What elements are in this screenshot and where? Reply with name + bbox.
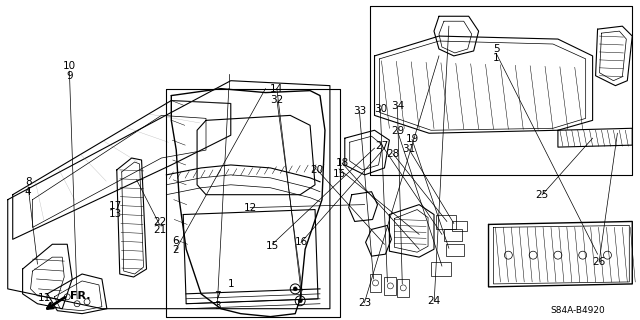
- Text: 1: 1: [493, 53, 500, 63]
- Text: 21: 21: [154, 225, 167, 235]
- Bar: [431, 262, 451, 276]
- Text: 10: 10: [63, 61, 76, 71]
- Bar: [444, 229, 461, 241]
- Text: 5: 5: [493, 44, 500, 54]
- Text: 32: 32: [270, 95, 284, 105]
- Text: 17: 17: [109, 201, 122, 211]
- Text: 33: 33: [353, 106, 366, 116]
- Bar: [436, 214, 456, 229]
- Bar: [452, 221, 467, 231]
- Text: FR.: FR.: [70, 291, 91, 301]
- Text: 4: 4: [25, 187, 31, 197]
- Text: 18: 18: [335, 158, 349, 168]
- Text: 12: 12: [244, 203, 257, 212]
- Text: 9: 9: [66, 71, 73, 81]
- Bar: [446, 244, 464, 256]
- Text: 34: 34: [391, 101, 404, 111]
- Text: 20: 20: [310, 164, 323, 174]
- Text: 15: 15: [332, 169, 346, 179]
- Circle shape: [298, 299, 302, 303]
- Text: 29: 29: [391, 126, 404, 136]
- Text: 28: 28: [387, 149, 399, 159]
- Text: S84A-B4920: S84A-B4920: [550, 306, 605, 315]
- Text: 22: 22: [154, 217, 167, 227]
- Text: 19: 19: [405, 134, 419, 144]
- Text: 13: 13: [109, 209, 122, 219]
- Text: 1: 1: [228, 279, 234, 289]
- Circle shape: [293, 287, 297, 291]
- Text: 7: 7: [214, 292, 221, 301]
- Text: 31: 31: [402, 144, 415, 154]
- Text: 27: 27: [376, 141, 389, 151]
- Text: 2: 2: [172, 245, 179, 255]
- Bar: [369, 274, 381, 292]
- Text: 30: 30: [374, 104, 387, 114]
- Text: 24: 24: [428, 296, 441, 306]
- Text: 16: 16: [294, 237, 308, 247]
- Text: 8: 8: [25, 177, 31, 187]
- Text: 23: 23: [358, 298, 371, 308]
- Text: 14: 14: [270, 84, 284, 94]
- Text: 26: 26: [593, 257, 606, 267]
- Text: 25: 25: [536, 190, 548, 200]
- Text: 3: 3: [214, 301, 221, 311]
- Bar: [397, 279, 409, 297]
- Bar: [385, 277, 396, 295]
- Text: 6: 6: [172, 236, 179, 246]
- Text: 15: 15: [266, 241, 279, 251]
- Text: 11: 11: [37, 293, 51, 303]
